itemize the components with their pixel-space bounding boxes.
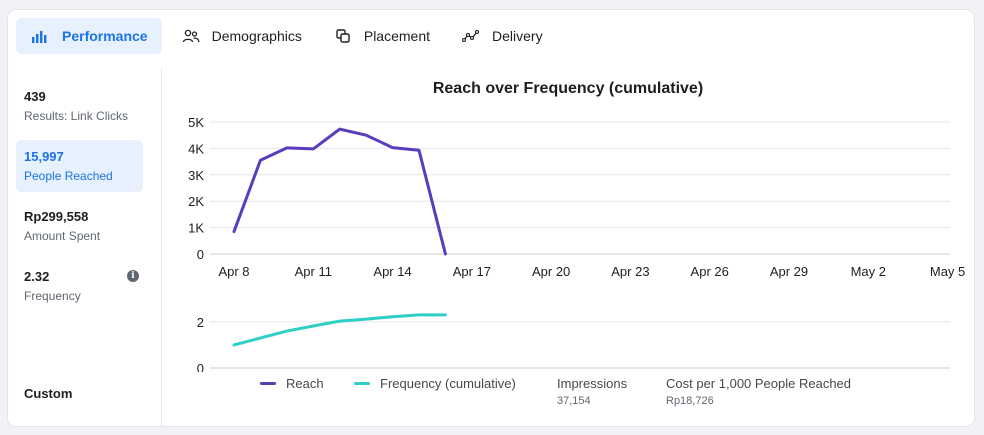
y-tick-label: 2K: [188, 194, 204, 209]
x-tick-label: Apr 11: [295, 264, 332, 279]
kpi-title: Impressions: [557, 376, 628, 391]
frequency-series-line: [232, 313, 447, 347]
placement-icon: [332, 25, 354, 47]
metric-label: Frequency: [24, 289, 81, 303]
x-tick-label: Apr 20: [532, 264, 570, 279]
legend-swatch-reach: [260, 382, 276, 385]
bar-chart-icon: [28, 25, 50, 47]
insights-card: Performance Demographics Placement: [8, 10, 974, 426]
kpi-impressions: Impressions 37,154: [557, 376, 627, 407]
tab-label: Placement: [363, 28, 431, 44]
metric-label: Results: Link Clicks: [24, 109, 129, 123]
info-icon[interactable]: i: [127, 270, 139, 282]
metric-amount-spent[interactable]: Rp299,558 Amount Spent: [16, 200, 143, 252]
x-tick-label: Apr 14: [373, 264, 411, 279]
people-icon: [180, 25, 202, 47]
legend-frequency[interactable]: Frequency (cumulative): [354, 376, 516, 391]
metric-label: Amount Spent: [24, 229, 101, 243]
y-tick-label: 0: [197, 247, 204, 262]
metric-value: Rp299,558: [24, 209, 89, 224]
tab-label: Demographics: [211, 28, 302, 44]
tab-demographics[interactable]: Demographics: [168, 18, 314, 54]
reach-frequency-chart: 0 1K 2K 3K 4K 5K Apr 8 Apr 11 Apr 14 Apr 17 Apr 20…: [188, 115, 965, 372]
metric-frequency[interactable]: 2.32 Frequency i: [16, 260, 143, 312]
metric-link-clicks[interactable]: 439 Results: Link Clicks: [16, 80, 143, 132]
tab-bar: Performance Demographics Placement: [16, 18, 561, 54]
metric-label: People Reached: [24, 169, 113, 183]
kpi-title: Cost per 1,000 People Reached: [666, 376, 852, 391]
kpi-cost-per-reach: Cost per 1,000 People Reached Rp18,726: [666, 376, 851, 407]
y-tick-label: 0: [197, 361, 204, 372]
delivery-icon: [460, 25, 482, 47]
x-tick-label: Apr 17: [453, 264, 491, 279]
metric-value: 15,997: [24, 149, 64, 164]
y-tick-label: 3K: [188, 168, 204, 183]
metric-people-reached[interactable]: 15,997 People Reached: [16, 140, 143, 192]
kpi-value: 37,154: [557, 395, 591, 407]
metric-value: 439: [24, 89, 46, 104]
legend-label: Frequency (cumulative): [380, 376, 516, 391]
y-tick-label: 4K: [188, 141, 204, 156]
x-tick-label: Apr 26: [691, 264, 729, 279]
custom-metric-button[interactable]: Custom: [24, 386, 73, 401]
tab-performance[interactable]: Performance: [16, 18, 162, 54]
tab-placement[interactable]: Placement: [320, 18, 442, 54]
y-tick-label: 2: [197, 315, 204, 330]
legend-label: Reach: [286, 376, 324, 391]
legend-swatch-frequency: [354, 382, 370, 385]
x-tick-label: Apr 8: [218, 264, 249, 279]
metrics-sidebar: 439 Results: Link Clicks 15,997 People R…: [8, 68, 162, 426]
x-tick-label: May 5: [930, 264, 965, 279]
y-tick-label: 5K: [188, 115, 204, 130]
x-tick-label: Apr 23: [611, 264, 649, 279]
tab-label: Delivery: [492, 28, 543, 44]
chart-title: Reach over Frequency (cumulative): [432, 80, 704, 97]
legend-reach[interactable]: Reach: [260, 376, 324, 391]
metric-value: 2.32: [24, 269, 50, 284]
x-tick-label: May 2: [851, 264, 886, 279]
kpi-value: Rp18,726: [666, 395, 714, 407]
reach-series-line: [232, 127, 447, 256]
x-tick-label: Apr 29: [770, 264, 808, 279]
tab-delivery[interactable]: Delivery: [448, 18, 555, 54]
y-tick-label: 1K: [188, 221, 204, 236]
tab-label: Performance: [62, 28, 148, 44]
